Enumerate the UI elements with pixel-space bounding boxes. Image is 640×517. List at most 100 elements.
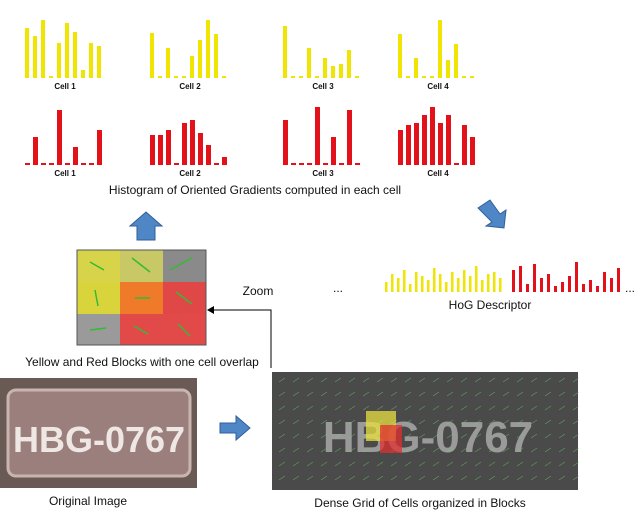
descriptor-label: HoG Descriptor: [449, 298, 532, 312]
gradient-stroke: [572, 461, 580, 467]
gradient-stroke: [390, 475, 398, 481]
gradient-stroke: [516, 447, 524, 453]
histogram-bar: [406, 125, 411, 165]
gradient-stroke: [558, 447, 566, 453]
gradient-stroke: [460, 405, 468, 411]
original-image: HBG-0767: [0, 378, 197, 488]
gradient-stroke: [418, 475, 426, 481]
histogram-bar: [283, 26, 287, 78]
descriptor-bar: [451, 272, 454, 292]
gradient-stroke: [488, 391, 496, 397]
cell-label: Cell 2: [179, 82, 201, 91]
ellipsis-left: ...: [333, 281, 343, 295]
histogram-bar: [150, 33, 154, 78]
gradient-stroke: [572, 433, 580, 439]
gradient-stroke: [558, 475, 566, 481]
histogram-bar: [414, 123, 419, 165]
gradient-stroke: [516, 461, 524, 467]
gradient-stroke: [516, 377, 524, 383]
descriptor-bar: [487, 274, 490, 292]
gradient-stroke: [278, 391, 286, 397]
histogram-bar: [222, 76, 226, 78]
descriptor-bar: [603, 272, 606, 292]
gradient-stroke: [292, 405, 300, 411]
gradient-stroke: [460, 377, 468, 383]
gradient-stroke: [572, 391, 580, 397]
histogram-bar: [174, 163, 179, 165]
gradient-stroke: [292, 391, 300, 397]
descriptor-bar: [391, 274, 394, 292]
gradient-stroke: [348, 447, 356, 453]
gradient-stroke: [404, 405, 412, 411]
arrow-down-right: [477, 199, 507, 229]
gradient-stroke: [292, 433, 300, 439]
gradient-stroke: [544, 433, 552, 439]
gradient-stroke: [446, 461, 454, 467]
histogram-bar: [73, 147, 78, 165]
histogram-bar: [41, 163, 46, 165]
descriptor-bar: [439, 274, 442, 292]
gradient-stroke: [516, 475, 524, 481]
gradient-stroke: [306, 433, 314, 439]
blocks-caption: Yellow and Red Blocks with one cell over…: [25, 355, 259, 369]
histogram-bar: [283, 120, 288, 165]
cell-label: Cell 1: [54, 82, 76, 91]
gradient-stroke: [460, 447, 468, 453]
gradient-stroke: [278, 461, 286, 467]
histogram-bar: [81, 70, 85, 78]
cell-label: Cell 4: [427, 169, 449, 178]
gradient-stroke: [362, 461, 370, 467]
gradient-stroke: [432, 433, 440, 439]
gradient-stroke: [362, 405, 370, 411]
descriptor-bar: [481, 280, 484, 292]
histogram-bar: [214, 163, 219, 165]
cell-label: Cell 1: [54, 169, 76, 178]
descriptor-bar: [526, 284, 529, 292]
descriptor-bar: [463, 270, 466, 292]
gradient-stroke: [432, 461, 440, 467]
gradient-stroke: [474, 433, 482, 439]
gradient-stroke: [306, 475, 314, 481]
cell-label: Cell 3: [312, 82, 334, 91]
gradient-stroke: [278, 433, 286, 439]
gradient-stroke: [334, 475, 342, 481]
histogram-bar: [299, 76, 303, 78]
histogram-bar: [150, 135, 155, 165]
gradient-stroke: [390, 377, 398, 383]
zoom-label: Zoom: [243, 284, 274, 298]
gradient-stroke: [320, 405, 328, 411]
histogram-bar: [299, 163, 304, 165]
gradient-stroke: [544, 377, 552, 383]
gradient-stroke: [502, 475, 510, 481]
gradient-stroke: [278, 475, 286, 481]
gradient-stroke: [404, 475, 412, 481]
gradient-stroke: [306, 419, 314, 425]
descriptor-bar: [397, 278, 400, 292]
descriptor-bar: [540, 278, 543, 292]
gradient-stroke: [572, 405, 580, 411]
gradient-stroke: [502, 461, 510, 467]
arrow-up: [128, 211, 164, 241]
gradient-stroke: [292, 475, 300, 481]
gradient-stroke: [516, 419, 524, 425]
gradient-stroke: [530, 405, 538, 411]
gradient-stroke: [306, 377, 314, 383]
gradient-stroke: [544, 447, 552, 453]
gradient-stroke: [362, 447, 370, 453]
descriptor-bar: [512, 270, 515, 292]
original-caption: Original Image: [49, 494, 127, 508]
histogram-bar: [166, 130, 171, 165]
gradient-stroke: [446, 475, 454, 481]
gradient-stroke: [544, 461, 552, 467]
histogram-bar: [49, 163, 54, 165]
histogram-bar: [33, 137, 38, 165]
histogram-bar: [462, 76, 466, 78]
histogram-bar: [49, 76, 53, 78]
histogram-bar: [347, 50, 351, 78]
histogram-bar: [57, 43, 61, 78]
arrow-right: [219, 414, 251, 442]
histogram-bar: [430, 76, 434, 78]
gradient-stroke: [292, 419, 300, 425]
gradient-stroke: [320, 475, 328, 481]
zoom-arrow-head: [207, 306, 214, 314]
